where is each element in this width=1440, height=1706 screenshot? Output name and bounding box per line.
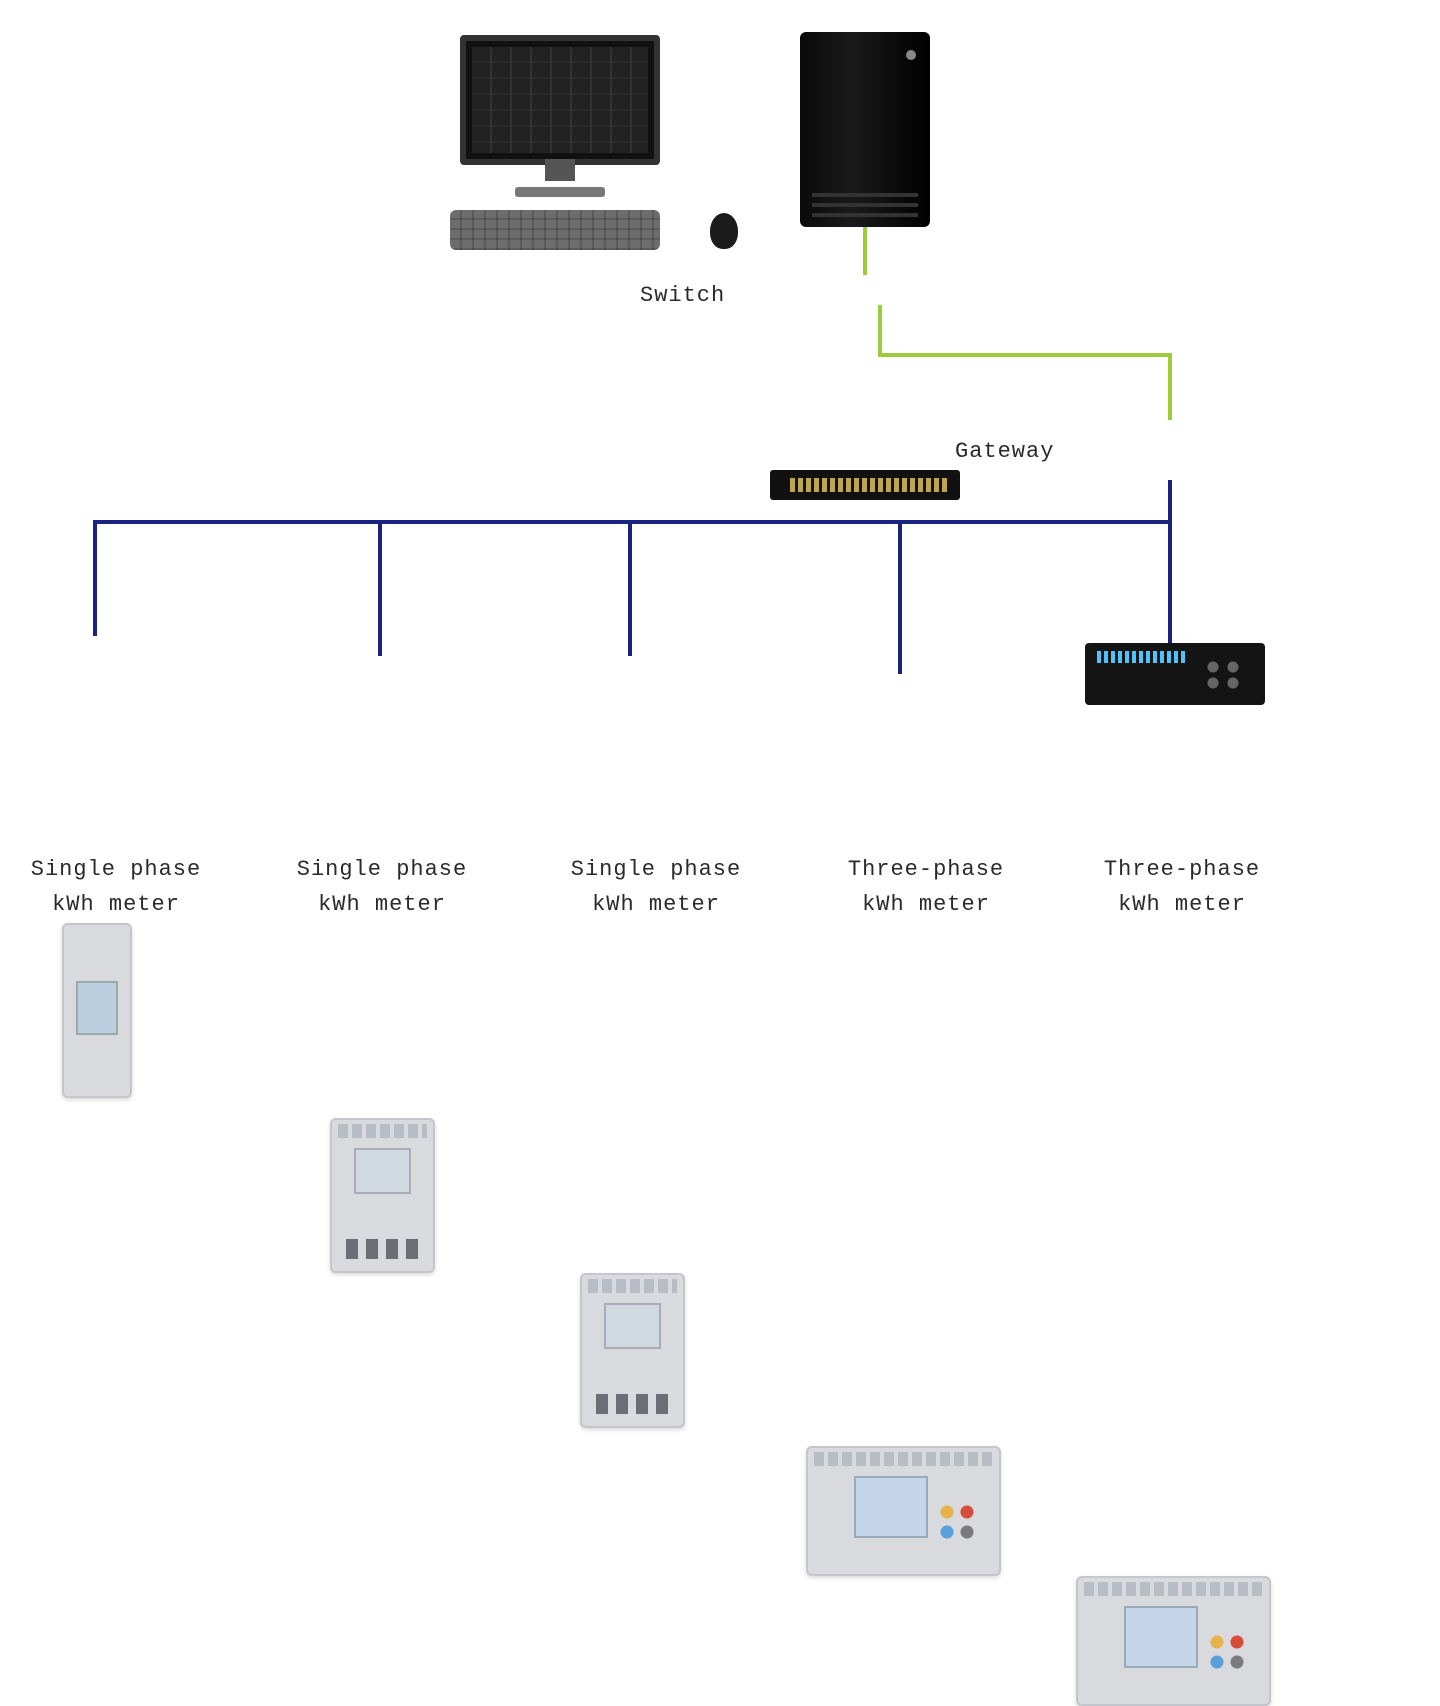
- workstation: [460, 35, 660, 165]
- edge-server-switch: [863, 227, 867, 275]
- edge-switch-gateway-h: [878, 353, 1172, 357]
- meter-3: [580, 1273, 685, 1428]
- keyboard-icon: [450, 210, 660, 250]
- switch-label: Switch: [640, 278, 725, 313]
- meter-2-label: Single phase kWh meter: [282, 852, 482, 922]
- meter-1: [62, 923, 132, 1098]
- mouse-icon: [710, 213, 738, 249]
- gateway-device: [1085, 643, 1265, 705]
- meter-1-label: Single phase kWh meter: [26, 852, 206, 922]
- bus-line: [93, 520, 1172, 524]
- monitor-icon: [460, 35, 660, 165]
- edge-switch-gateway-v1: [878, 305, 882, 357]
- server-tower: [800, 32, 930, 227]
- edge-switch-gateway-v2: [1168, 353, 1172, 420]
- edge-bus-meter4: [898, 520, 902, 674]
- meter-2: [330, 1118, 435, 1273]
- meter-4-label: Three-phase kWh meter: [826, 852, 1026, 922]
- edge-bus-meter3: [628, 520, 632, 656]
- edge-bus-meter1: [93, 520, 97, 636]
- meter-5: [1076, 1576, 1271, 1706]
- network-switch: [770, 470, 960, 500]
- meter-5-label: Three-phase kWh meter: [1082, 852, 1282, 922]
- meter-3-label: Single phase kWh meter: [556, 852, 756, 922]
- gateway-label: Gateway: [955, 434, 1054, 469]
- edge-bus-meter2: [378, 520, 382, 656]
- edge-gateway-bus: [1168, 480, 1172, 524]
- meter-4: [806, 1446, 1001, 1576]
